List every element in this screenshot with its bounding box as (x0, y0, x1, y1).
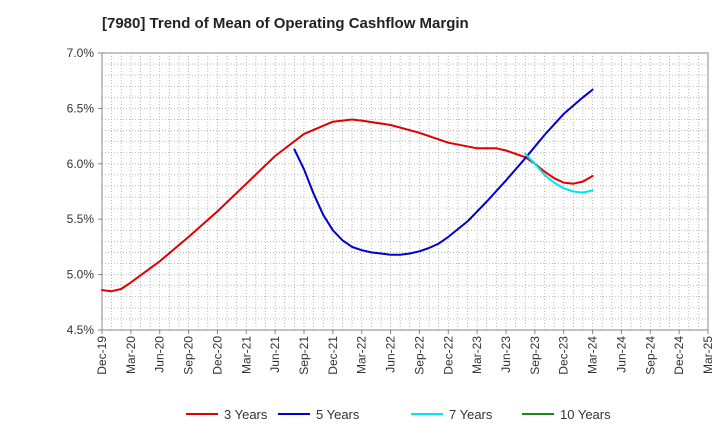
x-tick-label: Dec-20 (210, 336, 224, 375)
x-tick-label: Dec-19 (95, 336, 109, 375)
x-tick-label: Jun-24 (614, 336, 628, 373)
x-tick-label: Sep-24 (643, 336, 657, 375)
series-line-3 (524, 152, 594, 194)
chart-title: [7980] Trend of Mean of Operating Cashfl… (102, 15, 469, 32)
x-tick-label: Mar-23 (470, 336, 484, 374)
y-tick-label: 6.5% (67, 101, 95, 115)
y-tick-label: 5.0% (67, 268, 95, 282)
x-tick-label: Dec-21 (326, 336, 340, 375)
y-tick-label: 4.5% (67, 323, 95, 337)
legend-label-3: 7 Years (449, 407, 493, 422)
x-tick-label: Jun-22 (384, 336, 398, 373)
x-tick-label: Sep-21 (297, 336, 311, 375)
x-tick-label: Dec-24 (672, 336, 686, 375)
x-tick-label: Sep-23 (528, 336, 542, 375)
series-line-1 (101, 118, 594, 293)
y-tick-label: 7.0% (67, 46, 95, 60)
x-tick-label: Mar-20 (124, 336, 138, 374)
x-tick-label: Mar-21 (239, 336, 253, 374)
plot-area (102, 53, 708, 330)
x-tick-label: Dec-22 (441, 336, 455, 375)
x-tick-label: Jun-23 (499, 336, 513, 373)
legend-label-1: 3 Years (224, 407, 268, 422)
x-tick-label: Mar-24 (586, 336, 600, 374)
legend-label-2: 5 Years (316, 407, 360, 422)
x-tick-label: Mar-22 (355, 336, 369, 374)
x-tick-label: Sep-20 (182, 336, 196, 375)
series-line-2 (293, 88, 594, 256)
x-tick-label: Sep-22 (412, 336, 426, 375)
axis-layer: 4.5% 5.0% 5.5% 6.0% 6.5% 7.0% Dec-19 Mar-20 Jun-… (67, 46, 715, 375)
x-tick-label: Jun-21 (268, 336, 282, 373)
x-tick-label: Jun-20 (153, 336, 167, 373)
y-tick-label: 6.0% (67, 157, 95, 171)
x-tick-label: Mar-25 (701, 336, 715, 374)
legend-label-4: 10 Years (560, 407, 611, 422)
series-layer (101, 88, 594, 293)
plot-border (101, 52, 709, 331)
legend-layer: 3 Years 5 Years 7 Years 10 Years (186, 407, 611, 422)
y-tick-label: 5.5% (67, 212, 95, 226)
x-tick-label: Dec-23 (557, 336, 571, 375)
